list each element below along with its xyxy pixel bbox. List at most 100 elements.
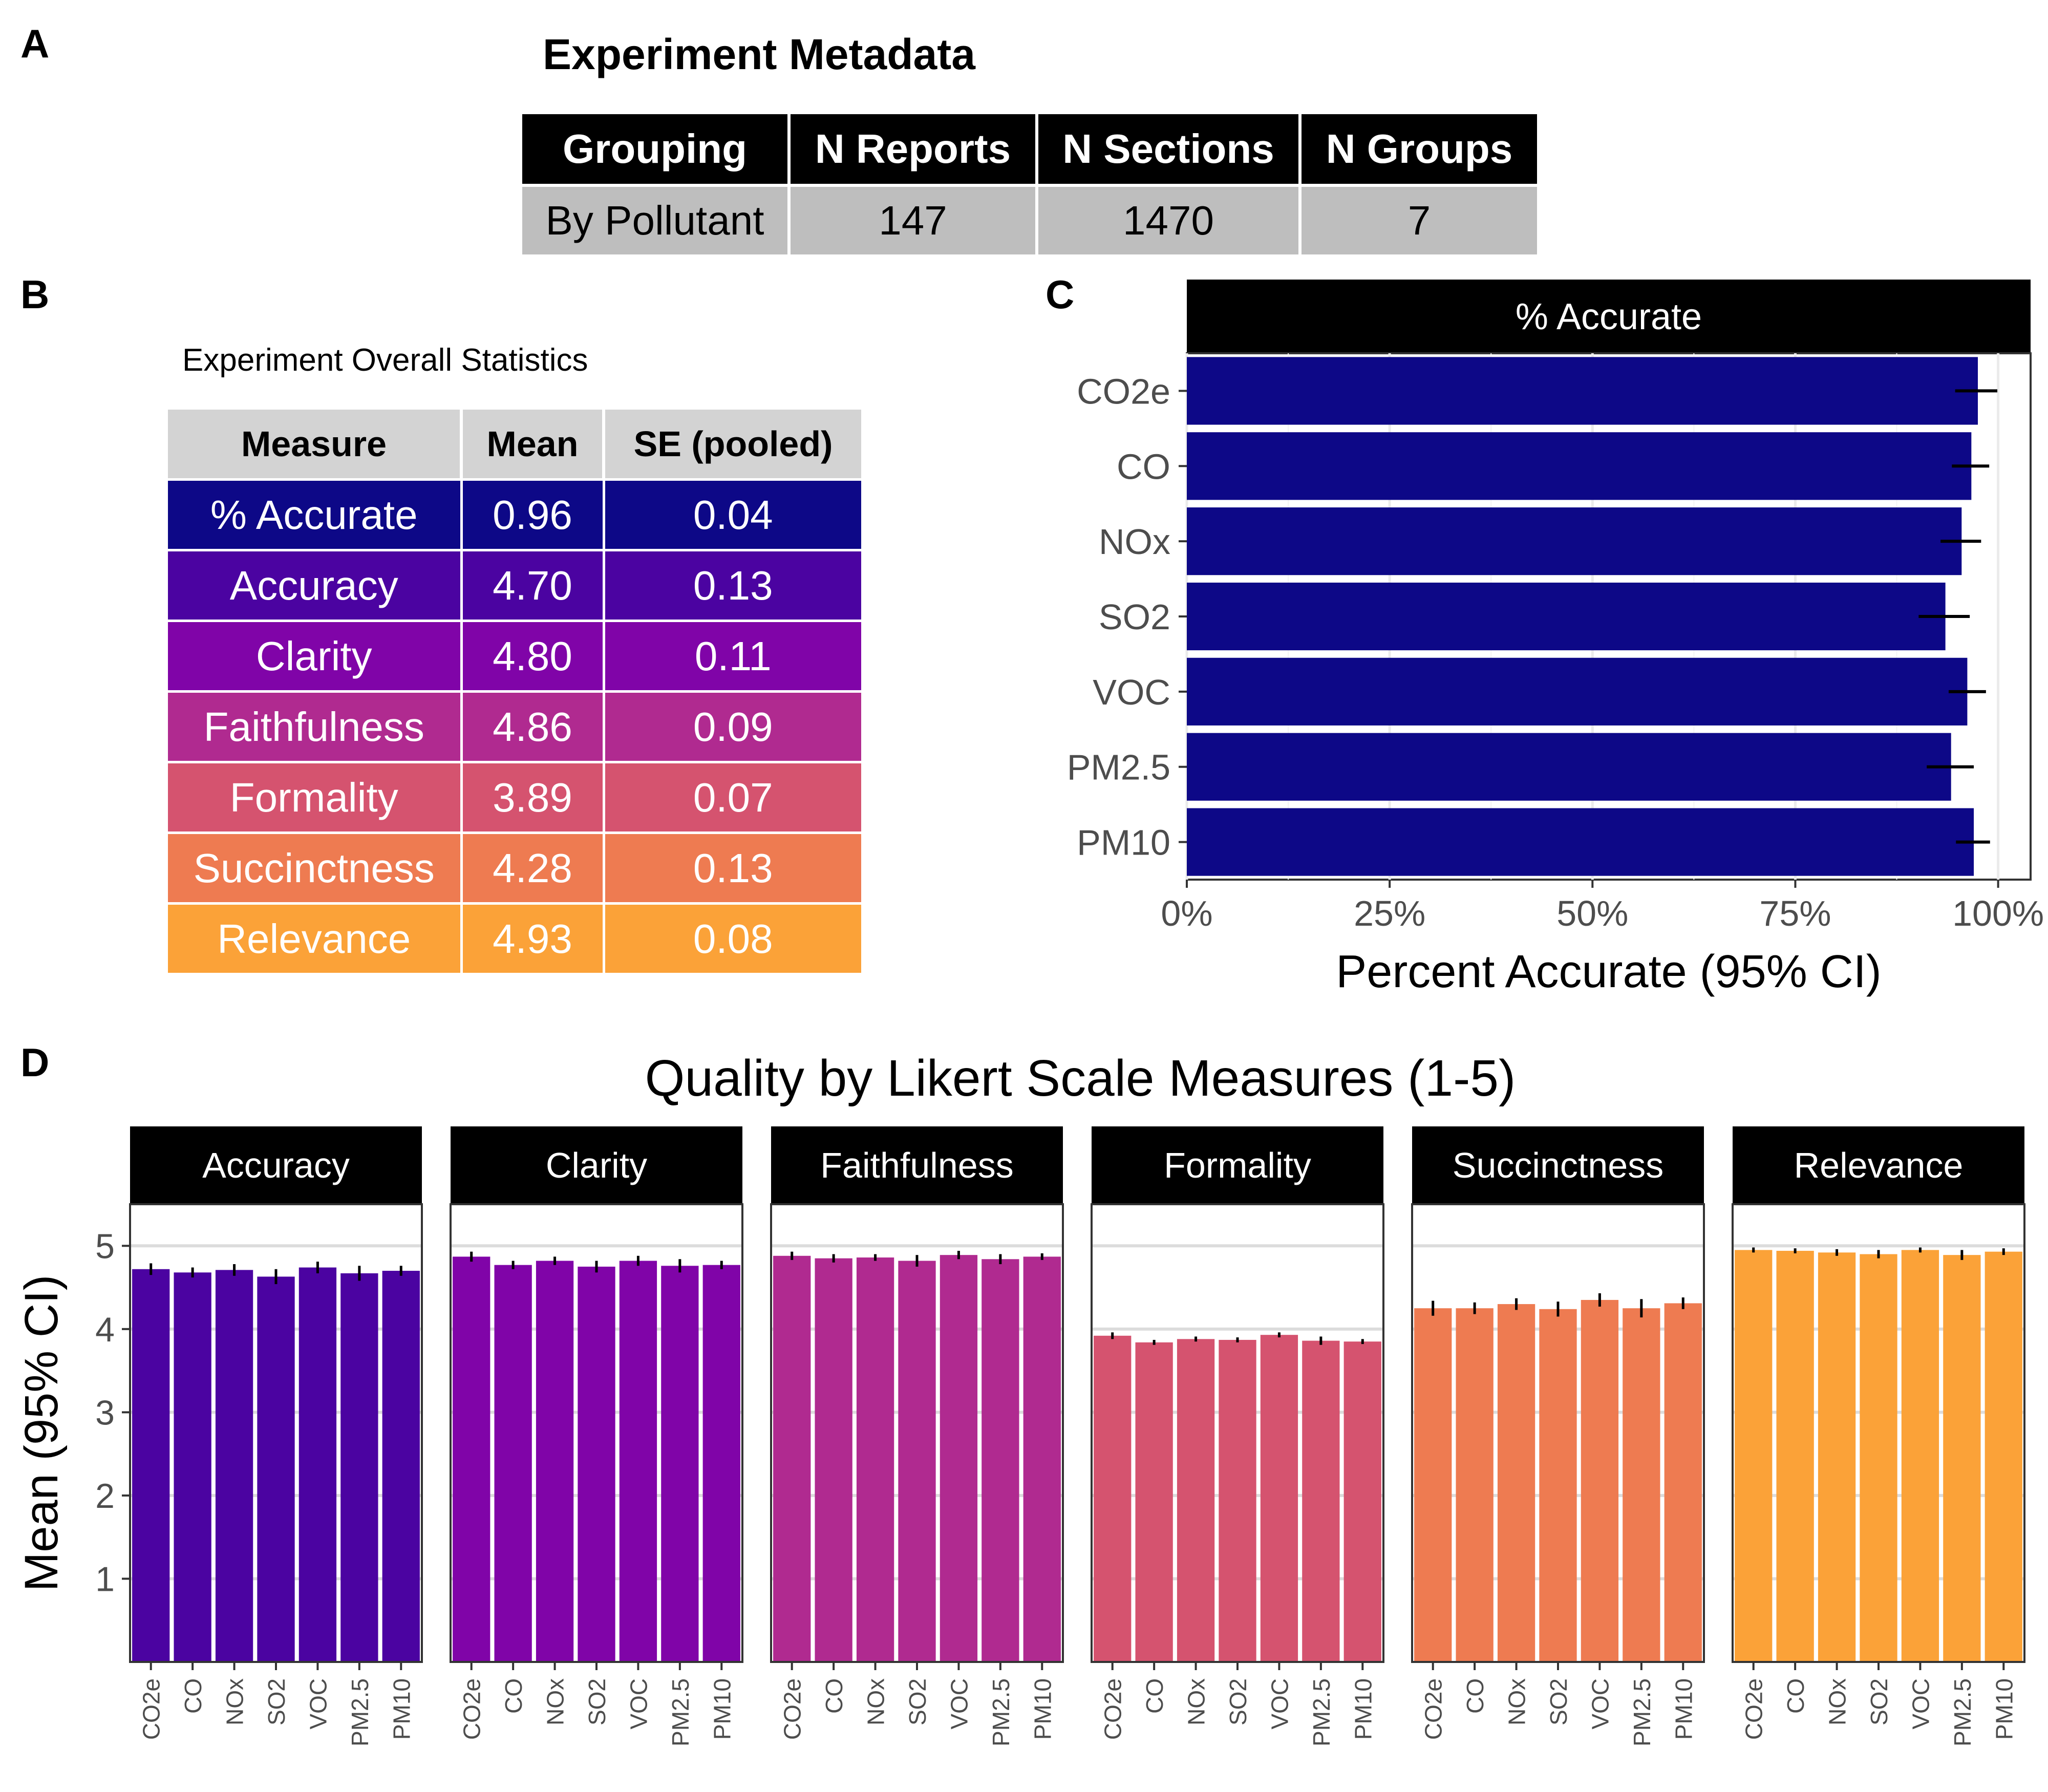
panel-label-c: C: [1046, 272, 1075, 317]
bar: [1943, 1255, 1981, 1662]
bar: [1818, 1252, 1856, 1662]
metadata-header: N Groups: [1300, 114, 1537, 185]
bar: [1581, 1299, 1619, 1662]
x-tick-label: NOx: [1824, 1678, 1851, 1725]
facet-strip: [130, 1126, 422, 1204]
x-axis-title: Percent Accurate (95% CI): [1336, 946, 1881, 997]
x-tick-label: SO2: [904, 1678, 931, 1725]
x-tick-label: 75%: [1759, 893, 1831, 933]
bar: [898, 1261, 936, 1662]
stats-cell-measure: Faithfulness: [168, 690, 463, 762]
stats-cell-se: 0.07: [604, 761, 861, 833]
bar: [1187, 357, 1978, 425]
y-tick-label: CO: [1117, 446, 1170, 486]
x-tick-label: CO2e: [1100, 1678, 1126, 1740]
stats-row: Faithfulness 4.86 0.09: [168, 690, 861, 762]
stats-cell-se: 0.13: [604, 549, 861, 621]
stats-header: SE (pooled): [604, 410, 861, 480]
metadata-table: Grouping N Reports N Sections N Groups B…: [522, 114, 1537, 254]
x-tick-label: CO: [500, 1678, 527, 1714]
stats-table: Measure Mean SE (pooled) % Accurate 0.96 0…: [168, 410, 861, 973]
x-tick-label: PM2.5: [1629, 1678, 1655, 1746]
x-tick-label: SO2: [584, 1678, 610, 1725]
stats-row: Formality 3.89 0.07: [168, 761, 861, 833]
facet-panel: [450, 1203, 743, 1663]
facet-strip-label: Succinctness: [1453, 1145, 1663, 1185]
y-tick-label: NOx: [1099, 522, 1170, 562]
x-tick-label: SO2: [263, 1678, 290, 1725]
x-tick-label: CO2e: [459, 1678, 485, 1740]
y-tick-label: 5: [95, 1227, 115, 1266]
facet-strip: [1733, 1126, 2024, 1204]
y-tick-label: 2: [95, 1477, 115, 1516]
bar: [1094, 1335, 1132, 1662]
bar: [702, 1265, 740, 1662]
bar: [174, 1272, 211, 1662]
stats-header: Mean: [461, 410, 605, 480]
stats-title: Experiment Overall Statistics: [182, 343, 588, 378]
x-tick-label: CO2e: [1420, 1678, 1447, 1740]
stats-row: Clarity 4.80 0.11: [168, 620, 861, 692]
facet-panel: [129, 1203, 423, 1663]
stats-row: Relevance 4.93 0.08: [168, 902, 861, 973]
metadata-header: N Sections: [1037, 114, 1302, 185]
stats-cell-measure: Formality: [168, 761, 463, 833]
stats-cell-measure: Relevance: [168, 902, 463, 973]
x-tick-label: SO2: [1866, 1678, 1892, 1725]
facet-panel-border: [1411, 1203, 1705, 1663]
y-axis-title: Mean (95% CI): [15, 1275, 68, 1592]
x-tick-label: SO2: [1225, 1678, 1251, 1725]
bar: [1187, 657, 1968, 726]
facet-panel: [1732, 1203, 2025, 1663]
panel-label-d: D: [20, 1040, 50, 1085]
bar: [1302, 1340, 1340, 1662]
x-tick-label: NOx: [222, 1678, 248, 1725]
bar: [1187, 733, 1951, 801]
y-tick-label: VOC: [1093, 672, 1170, 712]
stats-cell-mean: 4.86: [461, 690, 605, 762]
x-tick-label: PM2.5: [988, 1678, 1014, 1746]
plot-panel: [1186, 352, 2032, 881]
x-tick-label: CO: [1782, 1678, 1809, 1714]
bar: [619, 1261, 657, 1662]
y-tick-label: 1: [95, 1560, 115, 1598]
bar: [578, 1266, 615, 1662]
bar: [1135, 1342, 1173, 1662]
stats-cell-measure: % Accurate: [168, 478, 463, 550]
bar: [298, 1267, 337, 1662]
facet-panel: [770, 1203, 1064, 1663]
x-tick-label: VOC: [1907, 1678, 1934, 1730]
x-tick-label: CO: [821, 1678, 847, 1714]
x-tick-label: VOC: [1587, 1678, 1613, 1730]
stats-row: Accuracy 4.70 0.13: [168, 549, 861, 621]
facet-strip-label: Relevance: [1794, 1145, 1964, 1185]
facet-strip: [451, 1126, 742, 1204]
x-tick-label: 50%: [1556, 893, 1628, 933]
x-tick-label: 0%: [1161, 893, 1212, 933]
stats-cell-se: 0.09: [604, 690, 861, 762]
bar: [494, 1265, 532, 1662]
x-tick-label: PM2.5: [347, 1678, 373, 1746]
facet-panel-border: [129, 1203, 423, 1663]
y-tick-label: PM2.5: [1067, 748, 1170, 787]
x-tick-label: NOx: [1504, 1678, 1530, 1725]
metadata-cell: 1470: [1037, 184, 1302, 254]
facet-panel: [1411, 1203, 1705, 1663]
stats-cell-measure: Accuracy: [168, 549, 463, 621]
x-tick-label: CO: [180, 1678, 206, 1714]
bar: [1456, 1308, 1494, 1662]
facet-chart-title: Quality by Likert Scale Measures (1-5): [645, 1050, 1516, 1107]
metadata-header-row: Grouping N Reports N Sections N Groups: [522, 114, 1537, 185]
x-tick-label: VOC: [625, 1678, 652, 1730]
x-tick-label: NOx: [1183, 1678, 1210, 1725]
x-tick-label: 25%: [1354, 893, 1425, 933]
x-tick-label: CO2e: [779, 1678, 806, 1740]
bar: [1414, 1308, 1452, 1662]
x-tick-label: VOC: [305, 1678, 331, 1730]
stats-header-row: Measure Mean SE (pooled): [168, 410, 861, 480]
stats-cell-mean: 4.93: [461, 902, 605, 973]
panel-label-b: B: [20, 272, 50, 317]
bar: [1187, 808, 1974, 876]
facet-strip-label: Faithfulness: [820, 1145, 1013, 1185]
facet-strip: [771, 1126, 1063, 1204]
